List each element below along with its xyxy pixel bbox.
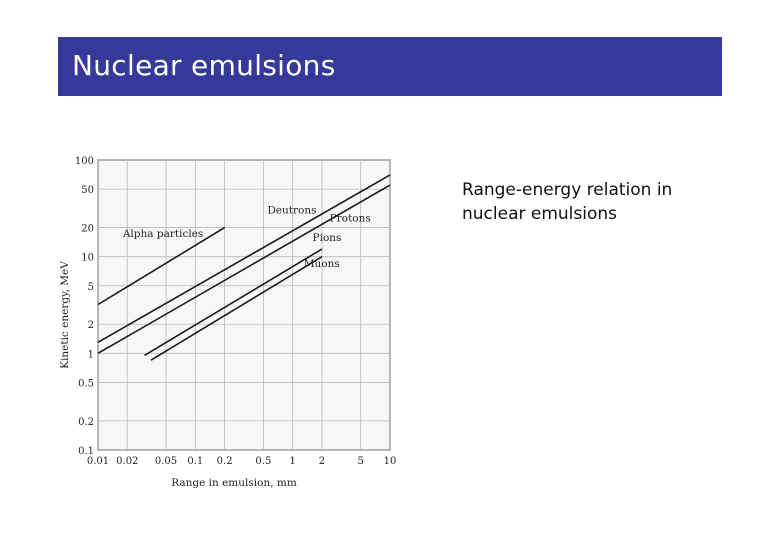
- slide-title: Nuclear emulsions: [72, 49, 336, 82]
- title-bar: Nuclear emulsions: [58, 37, 722, 96]
- slide-caption: Range-energy relation in nuclear emulsio…: [462, 180, 673, 224]
- y-tick-label: 2: [88, 320, 94, 331]
- x-tick-label: 0.1: [187, 456, 203, 467]
- series-line-pions: [144, 248, 323, 357]
- x-tick-label: 0.02: [116, 456, 138, 467]
- plot-area: [97, 159, 391, 451]
- y-tick-label: 1: [88, 349, 94, 360]
- series-line-alpha-particles: [97, 226, 226, 306]
- series-label-pions: Pions: [313, 232, 342, 244]
- y-tick-label: 0.5: [78, 378, 94, 389]
- y-tick-label: 0.1: [78, 446, 94, 457]
- series-label-muons: Muons: [304, 258, 340, 270]
- chart-svg: 0.01 0.02 0.05 0.1 0.2 0.5 1 2 5 10 0.1 0.2 0.5 1 2 5 10…: [59, 156, 397, 489]
- y-tick-label: 10: [81, 253, 94, 264]
- y-tick-label: 50: [81, 185, 94, 196]
- x-tick-label: 2: [319, 456, 325, 467]
- x-tick-label: 1: [289, 456, 295, 467]
- x-tick-label: 10: [384, 456, 397, 467]
- series-line-protons: [97, 184, 391, 355]
- x-tick-label: 0.05: [155, 456, 177, 467]
- y-axis-label: Kinetic energy, MeV: [59, 261, 71, 369]
- y-tick-label: 0.2: [78, 417, 94, 428]
- series-line-deutrons: [97, 174, 391, 344]
- series-label-alpha-particles: Alpha particles: [122, 228, 203, 240]
- x-tick-label: 5: [358, 456, 364, 467]
- y-tick-label: 100: [75, 156, 94, 167]
- series-line-muons: [150, 255, 323, 361]
- range-energy-chart: 0.01 0.02 0.05 0.1 0.2 0.5 1 2 5 10 0.1 0.2 0.5 1 2 5 10…: [20, 140, 440, 500]
- series-label-deutrons: Deutrons: [267, 204, 316, 216]
- x-tick-label: 0.5: [255, 456, 271, 467]
- y-tick-label: 20: [81, 224, 94, 235]
- x-axis-label: Range in emulsion, mm: [171, 477, 297, 489]
- x-tick-label: 0.2: [217, 456, 233, 467]
- x-tick-label: 0.01: [87, 456, 109, 467]
- series-label-protons: Protons: [330, 213, 371, 225]
- y-tick-label: 5: [88, 282, 94, 293]
